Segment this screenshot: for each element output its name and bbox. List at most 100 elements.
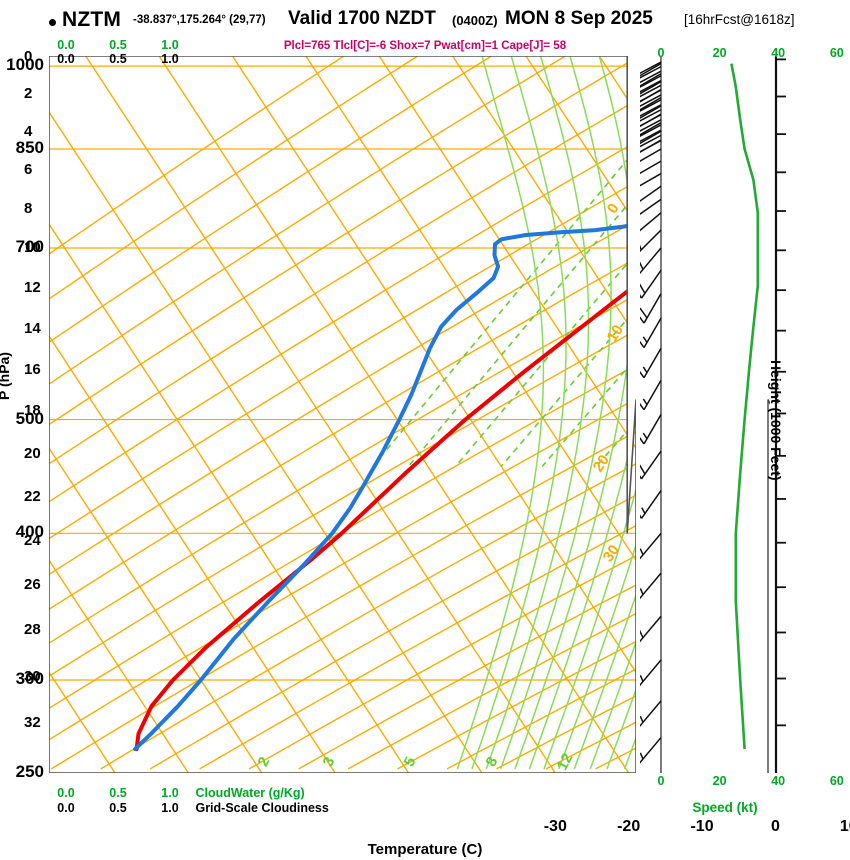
height-tick-16: 16: [24, 360, 41, 378]
height-tick-24: 24: [24, 531, 41, 549]
height-tick-14: 14: [24, 319, 41, 337]
stability-indices-text: Plcl=765 Tlcl[C]=-6 Shox=7 Pwat[cm]=1 Ca…: [283, 40, 567, 52]
station-name: NZTM: [62, 8, 122, 31]
wind-barb: [640, 80, 662, 100]
wind-barb: [640, 134, 662, 152]
isotherm-label: 30: [600, 542, 623, 565]
wind-barb: [640, 185, 662, 207]
temperature-axis-title: Temperature (C): [367, 841, 483, 858]
isotherm-label: 20: [590, 452, 613, 475]
station-dot-icon: [49, 19, 56, 26]
scale-tick: 1.0: [161, 786, 179, 800]
scale-tick: 0.5: [109, 786, 127, 800]
wind-canvas: [640, 56, 770, 773]
valid-time-utc: (0400Z): [452, 13, 498, 28]
wind-barb: [640, 109, 662, 127]
cloudwater-scale-top: 0.0 0.5 1.0: [44, 38, 192, 52]
mixing-ratio-label: 8: [483, 754, 502, 769]
wind-barb: [640, 532, 662, 560]
height-axis-title: Height (1000 Feet): [768, 360, 784, 481]
height-tick-2: 2: [24, 85, 33, 103]
isotherm-label: 10: [604, 322, 627, 345]
height-tick-26: 26: [24, 576, 41, 594]
pressure-tick-1000: 1000: [6, 55, 44, 75]
wind-barb: [640, 317, 662, 349]
scale-tick: 0.0: [57, 52, 75, 66]
wind-barb: [640, 347, 662, 379]
pressure-tick-250: 250: [15, 762, 44, 781]
pressure-axis-title: P (hPa): [0, 352, 12, 400]
speed-tick-40: 40: [771, 774, 786, 788]
wind-barb: [640, 659, 662, 687]
wind-barb: [640, 114, 662, 132]
scale-tick: 0.5: [109, 801, 127, 815]
wind-barb: [640, 79, 662, 98]
wind-barb: [640, 89, 662, 107]
height-tick-8: 8: [24, 200, 33, 217]
height-tick-6: 6: [24, 161, 33, 179]
height-tick-12: 12: [24, 279, 41, 297]
wind-barb: [640, 269, 662, 299]
wind-barb: [640, 61, 662, 79]
speed-tick-20: 20: [712, 46, 727, 60]
scale-tick: 0.0: [57, 38, 75, 52]
mixing-ratio-label: 12: [554, 751, 577, 773]
height-tick-32: 32: [24, 714, 41, 732]
scale-tick: 1.0: [161, 38, 179, 52]
valid-time: Valid 1700 NZDT: [288, 8, 436, 29]
pressure-tick-700: 700: [15, 236, 44, 256]
pressure-tick-500: 500: [15, 408, 44, 428]
height-tick-18: 18: [24, 402, 41, 420]
height-tick-28: 28: [24, 621, 41, 639]
cloudiness-scale-bottom: 0.0 0.5 1.0 Grid-Scale Cloudiness: [44, 801, 329, 815]
pressure-tick-850: 850: [15, 137, 44, 157]
temperature-tick--10: -10: [690, 818, 714, 835]
series-dewpoint: [133, 61, 636, 752]
wind-barb: [640, 96, 662, 116]
temperature-tick--30: -30: [543, 818, 567, 835]
mixing-ratio-label: 5: [401, 754, 420, 769]
isotherm-label: 0: [604, 200, 623, 216]
wind-barb: [640, 293, 662, 324]
wind-barb: [640, 130, 662, 149]
temperature-tick--20: -20: [617, 818, 641, 835]
wind-barb: [640, 198, 662, 220]
wind-barb: [640, 737, 662, 765]
stability-indices: Plcl=765 Tlcl[C]=-6 Shox=7 Pwat[cm]=1 Ca…: [0, 36, 850, 54]
temperature-tick-10: 10: [839, 818, 850, 835]
scale-tick: 0.5: [109, 38, 127, 52]
wind-barb: [640, 119, 662, 137]
wind-barb: [640, 84, 662, 102]
speed-tick-40: 40: [771, 46, 786, 60]
wind-barb: [640, 414, 662, 445]
wind-barb: [640, 139, 662, 158]
wind-barb: [640, 75, 662, 93]
height-tick-10: 10: [24, 239, 41, 257]
height-tick-20: 20: [24, 444, 41, 462]
station-coordinates: -38.837°,175.264° (29,77): [133, 14, 266, 26]
height-axis: [770, 56, 850, 773]
wind-barb: [640, 105, 662, 124]
wind-barb: [640, 124, 662, 142]
scale-tick: 0.0: [57, 801, 75, 815]
speed-tick-0: 0: [657, 774, 665, 788]
cloudiness-legend-label: Grid-Scale Cloudiness: [192, 801, 329, 815]
wind-barb: [640, 70, 662, 88]
wind-barb: [640, 700, 662, 728]
header: NZTM -38.837°,175.264° (29,77) Valid 170…: [0, 8, 850, 34]
height-axis-canvas: [774, 56, 786, 773]
pressure-tick-300: 300: [15, 669, 44, 689]
wind-barb: [640, 65, 662, 84]
cloudwater-scale-bottom: 0.0 0.5 1.0 CloudWater (g/Kg): [44, 786, 304, 800]
height-tick-30: 30: [24, 667, 41, 685]
mixing-ratio-label: 3: [320, 754, 339, 769]
wind-barb: [640, 247, 662, 275]
height-tick-0: 0: [24, 48, 33, 66]
wind-barb: [640, 212, 662, 236]
wind-barb: [640, 122, 662, 141]
wind-barb: [640, 229, 662, 255]
wind-barb: [640, 73, 662, 92]
speed-tick-60: 60: [829, 774, 844, 788]
wind-barb: [640, 172, 662, 192]
